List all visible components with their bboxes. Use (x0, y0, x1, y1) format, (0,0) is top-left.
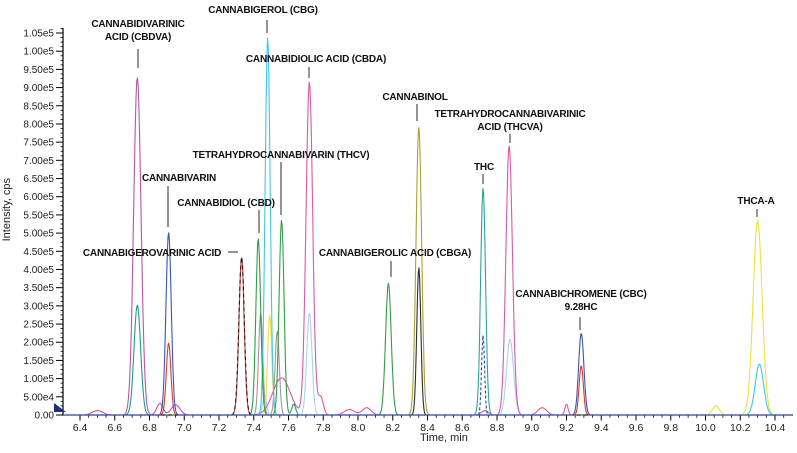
peak-label-thcva: ACID (THCVA) (477, 122, 542, 133)
x-tick-label: 7.6 (281, 422, 296, 434)
y-tick-label: 7.50e5 (23, 138, 54, 149)
x-tick-label: 8.6 (455, 422, 470, 434)
y-tick-label: 0.00 (35, 411, 55, 422)
y-tick-label: 1.00e5 (23, 47, 54, 58)
peak-label-cbda: CANNABIDIOLIC ACID (CBDA) (246, 54, 386, 65)
y-tick-label: 5.50e5 (23, 210, 54, 221)
x-tick-label: 8.0 (351, 422, 366, 434)
y-tick-label: 1.05e5 (23, 29, 54, 40)
y-tick-label: 2.50e5 (23, 320, 54, 331)
peak-label-cbc: CANNABICHROMENE (CBC) (515, 289, 646, 300)
y-tick-label: 5.00e4 (23, 392, 54, 403)
series-royal-blue-trace (63, 232, 793, 416)
peak-label-cbga: CANNABIGEROLIC ACID (CBGA) (319, 248, 471, 259)
peak-label-cbgva: CANNABIGEROVARINIC ACID (83, 248, 221, 259)
x-tick-label: 7.8 (316, 422, 331, 434)
x-tick-label: 9.8 (663, 422, 678, 434)
x-tick-label: 8.4 (420, 422, 435, 434)
x-tick-label: 6.6 (107, 422, 122, 434)
series-dark-teal-trace (63, 188, 793, 416)
peak-label-cbg: CANNABIGEROL (CBG) (208, 5, 318, 16)
peak-label-thcv: TETRAHYDROCANNABIVARIN (THCV) (193, 150, 370, 161)
y-tick-label: 8.50e5 (23, 101, 54, 112)
y-tick-label: 1.00e5 (23, 374, 54, 385)
y-tick-label: 6.00e5 (23, 192, 54, 203)
x-tick-label: 10.2 (730, 422, 751, 434)
x-tick-label: 7.0 (177, 422, 192, 434)
x-tick-label: 10.0 (695, 422, 716, 434)
peak-label-cbd: CANNABIDIOL (CBD) (177, 198, 275, 209)
y-tick-label: 5.00e5 (23, 229, 54, 240)
x-tick-label: 6.8 (142, 422, 157, 434)
y-tick-label: 3.50e5 (23, 283, 54, 294)
y-tick-label: 9.50e5 (23, 65, 54, 76)
y-tick-label: 6.50e5 (23, 174, 54, 185)
peak-label-cbc: 9.28HC (565, 302, 598, 313)
x-tick-label: 6.4 (73, 422, 88, 434)
x-tick-label: 8.2 (385, 422, 400, 434)
y-tick-label: 8.00e5 (23, 119, 54, 130)
x-tick-label: 9.0 (524, 422, 539, 434)
y-tick-label: 7.00e5 (23, 156, 54, 167)
x-tick-label: 9.6 (629, 422, 644, 434)
peak-label-cannabinol: CANNABINOL (382, 92, 447, 103)
y-axis-title: Intensity, cps (1, 178, 13, 242)
x-tick-label: 10.4 (765, 422, 786, 434)
x-tick-label: 7.4 (246, 422, 261, 434)
y-tick-label: 4.50e5 (23, 247, 54, 258)
peak-label-thcva: TETRAHYDROCANNABIVARINIC (434, 109, 585, 120)
y-tick-label: 1.50e5 (23, 356, 54, 367)
y-tick-label: 2.00e5 (23, 338, 54, 349)
x-tick-label: 8.8 (490, 422, 505, 434)
y-tick-label: 3.00e5 (23, 301, 54, 312)
y-tick-label: 4.00e5 (23, 265, 54, 276)
x-tick-label: 9.4 (594, 422, 609, 434)
peak-label-thc: THC (474, 162, 494, 173)
x-tick-label: 7.2 (212, 422, 227, 434)
x-axis-title: Time, min (420, 432, 468, 444)
peak-label-cbdva: ACID (CBDVA) (105, 32, 171, 43)
peak-label-thca-a: THCA-A (737, 196, 774, 207)
y-tick-label: 9.00e5 (23, 83, 54, 94)
origin-marker-icon (54, 403, 66, 412)
peak-label-cannabivarin: CANNABIVARIN (142, 173, 216, 184)
series-olive-trace (63, 126, 793, 416)
peak-label-cbdva: CANNABIDIVARINIC (91, 19, 184, 30)
x-tick-label: 9.2 (559, 422, 574, 434)
